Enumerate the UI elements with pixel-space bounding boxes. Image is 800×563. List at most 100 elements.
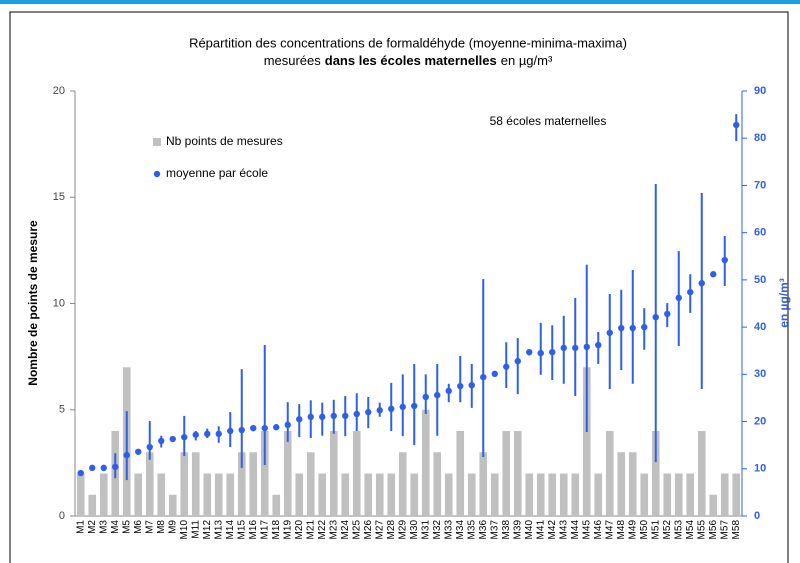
mean-point	[215, 430, 222, 438]
x-tick-label: M18	[271, 520, 282, 540]
bar	[88, 494, 97, 516]
x-tick-label: M27	[374, 520, 385, 540]
x-tick-label: M7	[144, 520, 155, 534]
x-tick-label: M43	[558, 520, 569, 540]
y2-tick-label: 80	[754, 132, 766, 144]
x-tick-label: M30	[409, 520, 420, 540]
x-tick-label: M3	[98, 520, 109, 534]
x-tick-label: M11	[190, 520, 201, 539]
frame	[9, 11, 789, 563]
bar	[559, 473, 568, 516]
mean-point	[399, 403, 406, 411]
mean-point	[664, 310, 671, 318]
bar	[674, 473, 683, 516]
mean-point	[250, 424, 257, 432]
bar	[180, 452, 189, 516]
annotation: 58 écoles maternelles	[490, 114, 607, 128]
bar	[352, 431, 361, 516]
mean-point	[273, 424, 280, 431]
x-tick-label: M37	[489, 520, 500, 540]
mean-point	[342, 412, 349, 420]
mean-point	[480, 373, 487, 381]
bar	[99, 473, 108, 516]
bar	[571, 473, 580, 516]
mean-point	[445, 387, 452, 395]
bar	[513, 431, 522, 516]
x-tick-label: M38	[501, 520, 512, 540]
mean-point	[514, 357, 521, 365]
mean-point	[388, 405, 395, 413]
legend-marker	[153, 138, 161, 146]
x-tick-label: M12	[202, 520, 213, 540]
legend-label: Nb points de mesures	[166, 134, 283, 148]
bar	[605, 431, 614, 516]
bar	[168, 494, 177, 516]
bar	[594, 473, 603, 516]
x-tick-label: M16	[248, 520, 259, 540]
mean-point	[296, 415, 303, 423]
x-tick-label: M32	[432, 520, 443, 540]
legend-marker	[153, 170, 161, 178]
mean-point	[284, 421, 291, 429]
bar	[295, 473, 304, 516]
bar	[617, 452, 626, 516]
mean-point	[319, 413, 326, 421]
x-tick-label: M2	[87, 520, 98, 534]
mean-point	[158, 437, 165, 445]
mean-point	[434, 391, 441, 399]
top-band	[0, 0, 800, 4]
x-tick-label: M13	[213, 520, 224, 540]
mean-point	[457, 382, 464, 390]
x-tick-label: M39	[512, 520, 523, 540]
chart-title: Répartition des concentrations de formal…	[189, 35, 627, 50]
mean-point	[491, 370, 498, 378]
y2-tick-label: 50	[754, 274, 766, 286]
mean-point	[261, 424, 268, 432]
mean-point	[572, 344, 579, 352]
mean-point	[77, 469, 84, 477]
x-tick-label: M24	[340, 520, 351, 540]
x-tick-label: M34	[455, 520, 466, 540]
x-tick-label: M57	[719, 520, 730, 540]
mean-point	[606, 329, 613, 336]
bar	[387, 473, 396, 516]
chart-subtitle: mesurées dans les écoles maternelles en µg…	[264, 53, 553, 68]
x-tick-label: M21	[305, 520, 316, 540]
mean-point	[169, 435, 176, 443]
x-tick-label: M17	[259, 520, 270, 540]
mean-point	[549, 348, 556, 356]
y2-tick-label: 20	[754, 415, 766, 427]
mean-point	[468, 381, 475, 389]
x-tick-label: M44	[570, 520, 581, 540]
y-tick-label: 0	[59, 510, 65, 522]
bar	[686, 473, 695, 516]
mean-point	[376, 407, 383, 414]
x-tick-label: M4	[110, 520, 121, 534]
subtitle-part: en µg/m³	[501, 53, 553, 68]
mean-point	[89, 464, 96, 472]
bar	[536, 473, 545, 516]
mean-point	[135, 448, 142, 455]
mean-point	[733, 121, 740, 129]
mean-point	[721, 256, 728, 264]
x-tick-label: M40	[524, 520, 535, 540]
x-tick-label: M28	[386, 520, 397, 540]
bar	[341, 473, 350, 516]
bar	[318, 473, 327, 516]
bar	[479, 452, 488, 516]
bar	[329, 431, 338, 516]
mean-point	[123, 451, 130, 459]
bar	[663, 473, 672, 516]
x-tick-label: M47	[604, 520, 615, 540]
x-tick-label: M25	[351, 520, 362, 540]
x-tick-label: M1	[75, 520, 86, 534]
legend-label: moyenne par école	[166, 166, 268, 180]
y-tick-label: 5	[59, 404, 65, 416]
mean-point	[365, 408, 372, 416]
x-tick-label: M49	[627, 520, 638, 540]
bar	[410, 473, 419, 516]
x-tick-label: M51	[650, 520, 661, 540]
bar	[548, 473, 557, 516]
bar	[364, 473, 373, 516]
bar	[237, 452, 246, 516]
